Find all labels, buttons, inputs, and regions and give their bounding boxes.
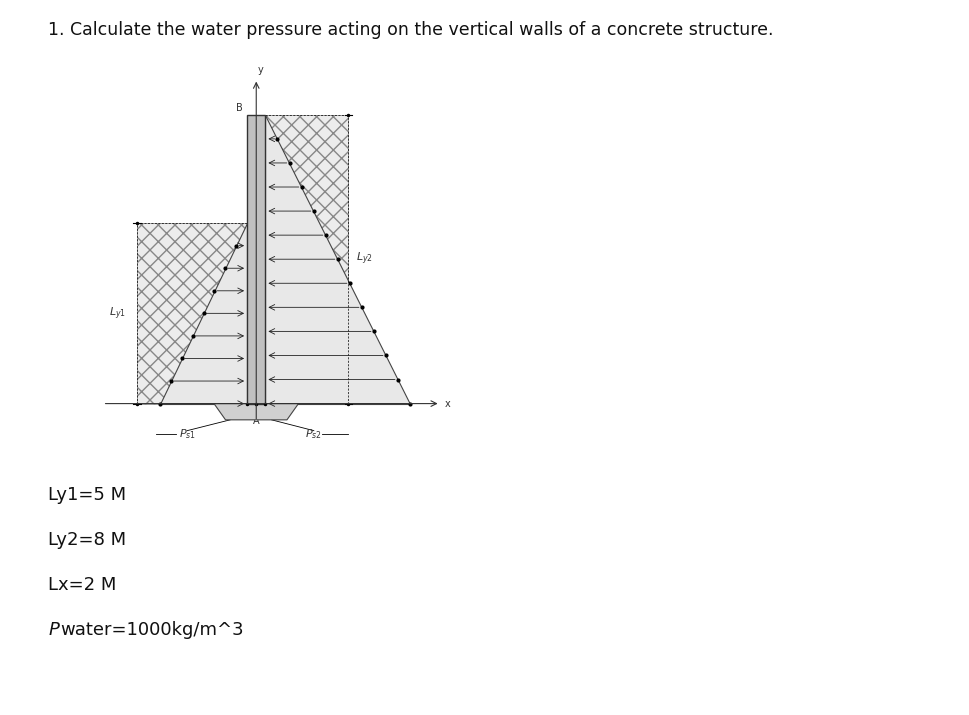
Text: $L_{y2}$: $L_{y2}$ xyxy=(356,251,373,267)
Text: $L_{y1}$: $L_{y1}$ xyxy=(109,305,126,322)
Text: $P_{s2}$: $P_{s2}$ xyxy=(305,428,322,441)
Polygon shape xyxy=(214,403,298,420)
Text: Lx=2 M: Lx=2 M xyxy=(48,576,116,594)
Polygon shape xyxy=(266,115,348,403)
Text: y: y xyxy=(257,65,263,75)
Polygon shape xyxy=(160,223,247,403)
Text: $P_{s1}$: $P_{s1}$ xyxy=(178,428,196,441)
Polygon shape xyxy=(247,115,266,403)
Text: 1. Calculate the water pressure acting on the vertical walls of a concrete struc: 1. Calculate the water pressure acting o… xyxy=(48,21,773,39)
Text: Ly2=8 M: Ly2=8 M xyxy=(48,531,127,549)
Text: x: x xyxy=(444,398,450,408)
Polygon shape xyxy=(266,115,409,403)
Text: P: P xyxy=(48,621,59,639)
Polygon shape xyxy=(137,223,247,403)
Text: Ly1=5 M: Ly1=5 M xyxy=(48,486,127,504)
Text: A: A xyxy=(253,416,260,426)
Text: water=1000kg/m^3: water=1000kg/m^3 xyxy=(60,621,243,639)
Text: B: B xyxy=(236,103,243,113)
